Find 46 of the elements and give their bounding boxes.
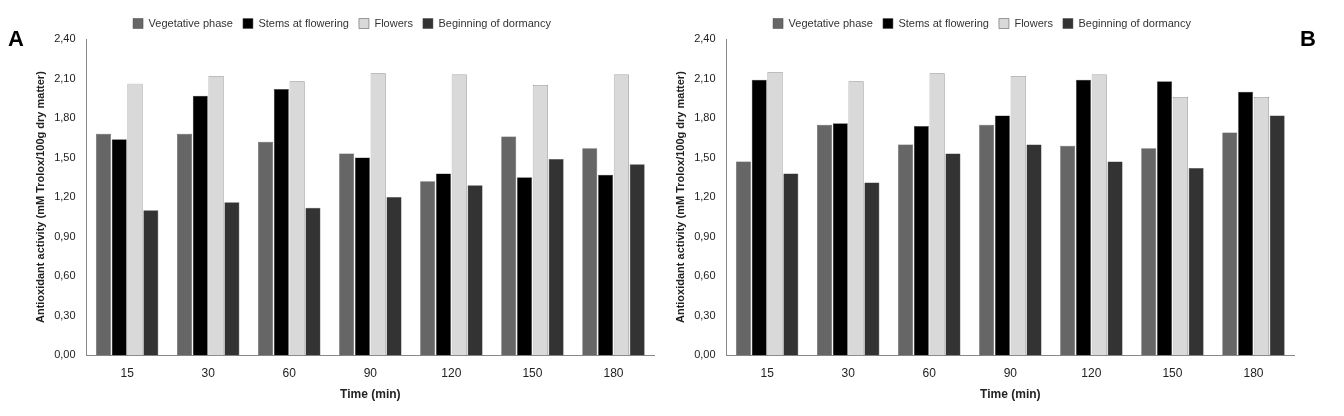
x-axis-title: Time (min) <box>340 387 401 402</box>
x-tick-label: 60 <box>282 365 297 380</box>
y-tick-label: 0,60 <box>694 269 716 282</box>
legend-label: Flowers <box>1014 16 1054 29</box>
chart-title: A <box>8 25 25 52</box>
legend-label: Beginning of dormancy <box>1078 16 1192 29</box>
x-tick-label: 30 <box>841 365 856 380</box>
y-tick-label: 2,40 <box>54 32 76 45</box>
y-axis-title: Antioxidant activity (mM Trolox/100g dry matter) <box>33 70 46 324</box>
y-tick-label: 1,20 <box>54 190 76 203</box>
y-tick-label: 0,90 <box>54 229 76 242</box>
legend-label: Stems at flowering <box>258 16 349 29</box>
legend-label: Beginning of dormancy <box>438 16 552 29</box>
legend-label: Stems at flowering <box>898 16 989 29</box>
x-tick-label: 15 <box>120 365 135 380</box>
y-tick-label: 1,50 <box>54 150 76 163</box>
x-tick-label: 30 <box>201 365 216 380</box>
x-tick-label: 120 <box>441 365 462 380</box>
y-tick-label: 2,10 <box>694 71 716 84</box>
y-tick-label: 1,80 <box>694 111 716 124</box>
x-tick-label: 15 <box>760 365 775 380</box>
x-tick-label: 150 <box>522 365 543 380</box>
y-tick-label: 2,10 <box>54 71 76 84</box>
y-axis-title: Antioxidant activity (mM Trolox/100g dry matter) <box>673 70 686 324</box>
legend-label: Vegetative phase <box>148 16 233 29</box>
x-axis-title: Time (min) <box>980 387 1041 402</box>
y-tick-label: 1,20 <box>694 190 716 203</box>
x-tick-label: 180 <box>1243 365 1264 380</box>
y-tick-label: 0,00 <box>694 348 716 361</box>
y-tick-label: 0,00 <box>54 348 76 361</box>
y-tick-label: 0,30 <box>54 308 76 321</box>
x-tick-label: 150 <box>1162 365 1183 380</box>
y-tick-label: 0,90 <box>694 229 716 242</box>
x-tick-label: 90 <box>1003 365 1018 380</box>
chart-title: B <box>1300 25 1317 52</box>
x-tick-label: 180 <box>603 365 624 380</box>
x-tick-label: 90 <box>363 365 378 380</box>
y-tick-label: 1,50 <box>694 150 716 163</box>
x-tick-label: 60 <box>922 365 937 380</box>
legend-label: Vegetative phase <box>788 16 873 29</box>
y-tick-label: 2,40 <box>694 32 716 45</box>
legend-label: Flowers <box>374 16 414 29</box>
y-tick-label: 0,30 <box>694 308 716 321</box>
x-tick-label: 120 <box>1081 365 1102 380</box>
y-tick-label: 0,60 <box>54 269 76 282</box>
y-tick-label: 1,80 <box>54 111 76 124</box>
